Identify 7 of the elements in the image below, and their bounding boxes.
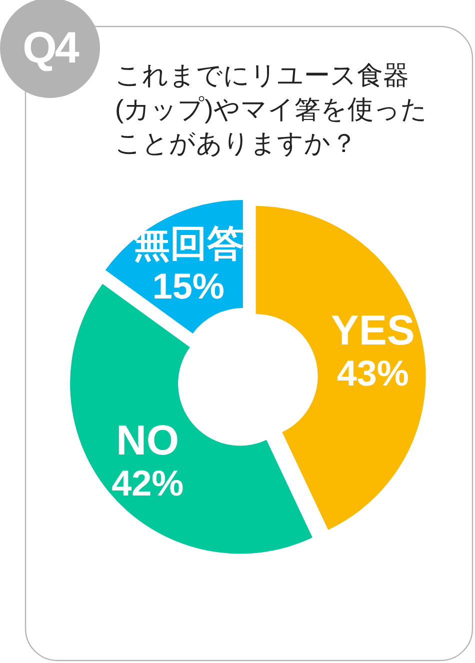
slice-label: YES — [330, 306, 415, 354]
slice-label: NO — [116, 416, 180, 464]
data-label: 42% — [112, 462, 184, 504]
text: Q4 — [22, 24, 80, 72]
chart-title: これまでにリユース食器(カップ)やマイ箸を使ったことがありますか？ — [115, 59, 428, 160]
data-label: 15% — [152, 266, 224, 307]
data-label: 43% — [336, 352, 409, 394]
